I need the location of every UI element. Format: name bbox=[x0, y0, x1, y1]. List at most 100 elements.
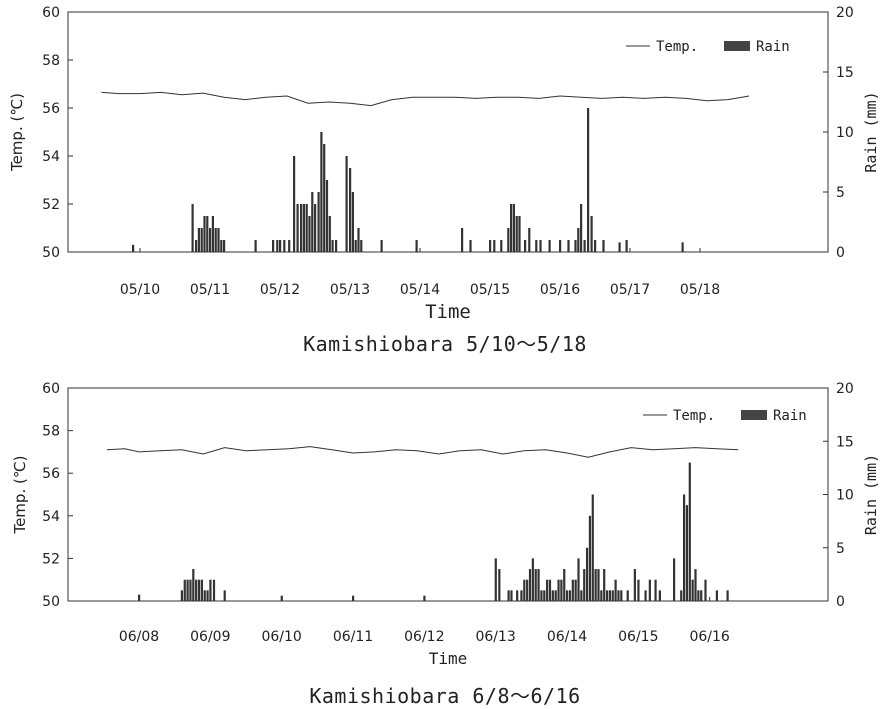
rain-bar bbox=[320, 132, 323, 252]
left-tick-label: 56 bbox=[42, 466, 60, 482]
x-tick-label: 05/12 bbox=[260, 282, 300, 298]
x-tick-label: 05/11 bbox=[190, 282, 230, 298]
x-tick-label: 05/17 bbox=[610, 282, 650, 298]
rain-bar bbox=[293, 156, 296, 252]
rain-bar bbox=[507, 590, 510, 601]
right-axis-title: Rain (mm) bbox=[862, 91, 880, 172]
right-tick-label: 15 bbox=[836, 65, 854, 81]
rain-bar bbox=[510, 204, 513, 252]
rain-bar bbox=[279, 240, 282, 252]
rain-bar bbox=[192, 569, 195, 601]
rain-bar bbox=[510, 590, 513, 601]
x-tick-label: 06/16 bbox=[689, 629, 729, 645]
rain-bar bbox=[543, 590, 546, 601]
rain-bar bbox=[600, 590, 603, 601]
rain-bar bbox=[335, 240, 338, 252]
rain-bar bbox=[594, 240, 597, 252]
rain-bar bbox=[494, 558, 497, 601]
rain-bar bbox=[704, 579, 707, 601]
rain-bar bbox=[682, 494, 686, 601]
left-tick-label: 58 bbox=[42, 53, 60, 69]
x-tick-label: 05/18 bbox=[680, 282, 720, 298]
rain-bar bbox=[328, 216, 331, 252]
rain-bar bbox=[531, 558, 534, 601]
temp-line bbox=[106, 446, 739, 458]
rain-bar bbox=[200, 579, 203, 601]
rain-bar bbox=[523, 579, 526, 601]
rain-bar bbox=[583, 240, 586, 252]
right-tick-label: 20 bbox=[836, 5, 854, 21]
rain-bar bbox=[186, 579, 189, 601]
rain-bar bbox=[507, 228, 510, 252]
rain-bar bbox=[283, 240, 286, 252]
rain-bar bbox=[571, 579, 574, 601]
rain-bar bbox=[680, 590, 683, 601]
rain-bar bbox=[625, 240, 628, 252]
rain-bar bbox=[183, 579, 186, 601]
rain-bar bbox=[206, 590, 209, 601]
rain-bar bbox=[223, 590, 226, 601]
temp-line bbox=[101, 91, 750, 107]
rain-bar bbox=[191, 204, 194, 252]
rain-bar bbox=[317, 192, 320, 252]
rain-bar bbox=[534, 569, 537, 601]
rain-bar bbox=[618, 242, 621, 252]
rain-bar bbox=[489, 240, 492, 252]
rain-bar bbox=[200, 228, 203, 252]
rain-bar bbox=[560, 579, 563, 601]
rain-bar bbox=[500, 240, 503, 252]
rain-bar bbox=[605, 590, 609, 601]
x-tick-label: 06/14 bbox=[547, 629, 587, 645]
rain-bar bbox=[648, 579, 651, 601]
left-tick-label: 54 bbox=[42, 509, 60, 525]
rain-bar bbox=[469, 240, 472, 252]
x-axis-title: Time bbox=[425, 301, 471, 320]
rain-bar bbox=[583, 569, 586, 601]
x-tick-label: 06/10 bbox=[261, 629, 301, 645]
rain-bar bbox=[254, 240, 257, 252]
rain-bar bbox=[276, 240, 279, 252]
left-tick-label: 60 bbox=[42, 5, 60, 21]
rain-bar bbox=[603, 569, 606, 601]
x-tick-label: 05/15 bbox=[470, 282, 510, 298]
rain-bar bbox=[351, 192, 354, 252]
x-tick-label: 06/11 bbox=[333, 629, 373, 645]
rain-bar bbox=[587, 108, 590, 252]
rain-bar bbox=[539, 240, 542, 252]
right-tick-label: 20 bbox=[836, 381, 854, 397]
rain-bar bbox=[138, 594, 141, 601]
rain-bar bbox=[203, 216, 206, 252]
rain-bar bbox=[197, 228, 200, 252]
rain-bar bbox=[608, 590, 611, 601]
rain-bar bbox=[132, 244, 135, 252]
rain-bar bbox=[626, 590, 629, 601]
rain-bar bbox=[654, 579, 657, 601]
rain-bar bbox=[352, 595, 355, 601]
rain-bar bbox=[314, 204, 317, 252]
rain-bar bbox=[577, 228, 580, 252]
left-tick-label: 60 bbox=[42, 381, 60, 397]
rain-bar bbox=[700, 590, 703, 601]
rain-bar bbox=[691, 579, 694, 601]
rain-bar bbox=[206, 216, 209, 252]
left-tick-label: 50 bbox=[42, 594, 60, 610]
rain-bar bbox=[195, 579, 198, 601]
rain-bar bbox=[302, 204, 305, 252]
rain-bar bbox=[611, 590, 614, 601]
rain-bar bbox=[524, 240, 527, 252]
rain-bar bbox=[300, 204, 303, 252]
rain-bar bbox=[574, 579, 577, 601]
rain-bar bbox=[520, 590, 523, 601]
rain-bar bbox=[272, 240, 275, 252]
rain-bar bbox=[548, 579, 552, 601]
legend-rain-swatch bbox=[724, 41, 750, 51]
rain-bar bbox=[195, 240, 198, 252]
rain-bar bbox=[380, 240, 383, 252]
rain-bar bbox=[614, 579, 617, 601]
rain-bar bbox=[551, 590, 554, 601]
rain-bar bbox=[197, 579, 201, 601]
left-axis-title: Temp. (℃) bbox=[11, 455, 29, 534]
rain-bar bbox=[726, 590, 729, 601]
rain-bar bbox=[516, 590, 519, 601]
rain-bar bbox=[423, 595, 426, 601]
